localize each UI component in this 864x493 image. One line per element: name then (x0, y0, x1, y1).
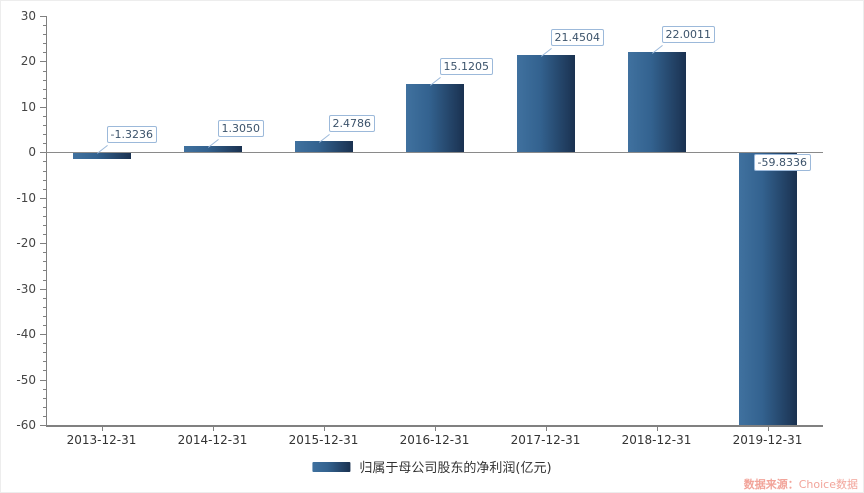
legend-swatch-icon (312, 461, 351, 472)
value-label: 22.0011 (661, 26, 715, 44)
y-tick-label: -30 (16, 281, 36, 296)
x-tick-label: 2013-12-31 (66, 433, 137, 447)
y-minor-tick (43, 43, 46, 45)
x-tick (656, 427, 658, 431)
y-tick-label: -10 (16, 190, 36, 205)
x-axis-line (46, 425, 823, 427)
y-minor-tick (43, 34, 46, 36)
y-minor-tick (43, 397, 46, 399)
value-label: -1.3236 (106, 126, 157, 144)
y-minor-tick (43, 125, 46, 127)
y-tick-label: -60 (16, 418, 36, 432)
y-minor-tick (43, 115, 46, 117)
y-minor-tick (43, 143, 46, 145)
y-minor-tick (43, 352, 46, 354)
y-tick-label: 0 (28, 145, 36, 160)
y-tick-label: 30 (20, 9, 36, 23)
value-label: -59.8336 (753, 154, 811, 172)
y-minor-tick (43, 234, 46, 236)
x-tick-label: 2017-12-31 (510, 433, 581, 447)
x-tick-label: 2018-12-31 (621, 433, 692, 447)
y-major-tick (40, 243, 46, 245)
x-tick-label: 2014-12-31 (177, 433, 248, 447)
y-tick-label: -50 (16, 372, 36, 387)
bar[interactable] (183, 146, 242, 153)
y-minor-tick (43, 79, 46, 81)
watermark-prefix: 数据来源： (743, 478, 799, 491)
x-tick-label: 2015-12-31 (288, 433, 359, 447)
x-tick-label: 2016-12-31 (399, 433, 470, 447)
y-tick-label: 20 (20, 54, 36, 69)
value-label: 1.3050 (217, 120, 264, 138)
y-major-tick (40, 197, 46, 199)
y-minor-tick (43, 215, 46, 217)
x-tick (545, 427, 547, 431)
bar[interactable] (405, 83, 464, 153)
y-minor-tick (43, 315, 46, 317)
y-minor-tick (43, 25, 46, 27)
y-minor-tick (43, 261, 46, 263)
legend[interactable]: 归属于母公司股东的净利润(亿元) (312, 457, 552, 476)
y-minor-tick (43, 370, 46, 372)
y-major-tick (40, 152, 46, 154)
bar[interactable] (516, 54, 575, 153)
y-minor-tick (43, 70, 46, 72)
x-tick (323, 427, 325, 431)
y-major-tick (40, 334, 46, 336)
y-major-tick (40, 425, 46, 426)
x-tick (101, 427, 103, 431)
y-minor-tick (43, 52, 46, 54)
legend-label: 归属于母公司股东的净利润(亿元) (359, 461, 552, 476)
y-minor-tick (43, 297, 46, 299)
y-minor-tick (43, 88, 46, 90)
y-minor-tick (43, 270, 46, 272)
bar[interactable] (738, 153, 797, 426)
y-tick-label: 10 (20, 99, 36, 114)
y-minor-tick (43, 279, 46, 281)
y-minor-tick (43, 406, 46, 408)
y-major-tick (40, 61, 46, 63)
y-tick-label: -20 (16, 236, 36, 251)
value-label: 15.1205 (439, 57, 493, 75)
y-minor-tick (43, 225, 46, 227)
watermark-brand: Choice数据 (798, 478, 858, 491)
y-major-tick (40, 16, 46, 17)
x-tick-label: 2019-12-31 (732, 433, 803, 447)
y-major-tick (40, 379, 46, 381)
y-minor-tick (43, 170, 46, 172)
y-minor-tick (43, 343, 46, 345)
y-minor-tick (43, 325, 46, 327)
y-axis-line (46, 16, 47, 425)
y-minor-tick (43, 306, 46, 308)
y-minor-tick (43, 415, 46, 417)
y-tick-label: -40 (16, 327, 36, 342)
y-minor-tick (43, 97, 46, 99)
y-major-tick (40, 106, 46, 108)
y-minor-tick (43, 252, 46, 254)
value-label: 21.4504 (550, 28, 604, 46)
bar[interactable] (627, 52, 686, 153)
y-minor-tick (43, 206, 46, 208)
y-minor-tick (43, 361, 46, 363)
y-major-tick (40, 288, 46, 290)
bar[interactable] (72, 153, 131, 160)
y-minor-tick (43, 388, 46, 390)
y-minor-tick (43, 179, 46, 181)
x-tick (767, 427, 769, 431)
y-minor-tick (43, 134, 46, 136)
watermark: 数据来源：Choice数据 (744, 476, 858, 492)
y-minor-tick (43, 161, 46, 163)
y-minor-tick (43, 188, 46, 190)
zero-line (46, 152, 823, 154)
value-label: 2.4786 (328, 115, 375, 133)
bar[interactable] (294, 141, 353, 153)
x-tick (434, 427, 436, 431)
x-tick (212, 427, 214, 431)
